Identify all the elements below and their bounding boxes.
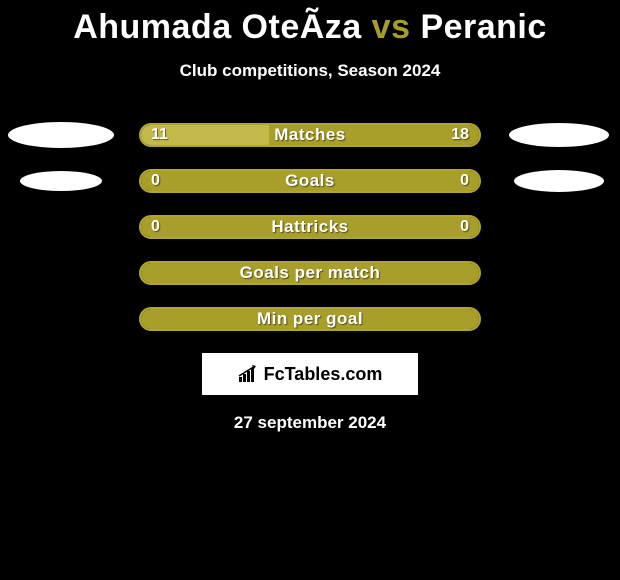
stat-bar: Hattricks 0 0 bbox=[139, 215, 481, 239]
bar-label: Hattricks bbox=[271, 217, 348, 237]
bar-label: Matches bbox=[274, 125, 346, 145]
left-side bbox=[1, 171, 121, 191]
bar-label: Goals per match bbox=[240, 263, 381, 283]
title-right: Peranic bbox=[420, 8, 546, 46]
bar-chart-icon bbox=[238, 365, 260, 383]
stat-bar: Goals 0 0 bbox=[139, 169, 481, 193]
bar-fill-right bbox=[310, 171, 479, 191]
bar-value-right: 0 bbox=[460, 218, 469, 236]
left-side bbox=[1, 122, 121, 148]
stat-row: Hattricks 0 0 bbox=[0, 215, 620, 239]
player-marker-right bbox=[514, 170, 604, 192]
bar-value-left: 11 bbox=[151, 126, 168, 144]
bar-value-left: 0 bbox=[151, 172, 160, 190]
subtitle: Club competitions, Season 2024 bbox=[180, 61, 441, 81]
stat-row: Matches 11 18 bbox=[0, 123, 620, 147]
bar-value-left: 0 bbox=[151, 218, 160, 236]
title-vs: vs bbox=[372, 8, 411, 46]
logo-text: FcTables.com bbox=[264, 364, 383, 385]
right-side bbox=[499, 170, 619, 192]
stat-bar: Min per goal bbox=[139, 307, 481, 331]
player-marker-left bbox=[8, 122, 114, 148]
stat-row: Goals 0 0 bbox=[0, 169, 620, 193]
bar-value-right: 0 bbox=[460, 172, 469, 190]
stat-bar: Goals per match bbox=[139, 261, 481, 285]
page-title: Ahumada OteÃ­za vs Peranic bbox=[73, 8, 547, 47]
stat-row: Goals per match bbox=[0, 261, 620, 285]
stat-rows: Matches 11 18 Goals 0 0 Hattricks 0 0 Goals per m… bbox=[0, 123, 620, 331]
bar-value-right: 18 bbox=[451, 126, 469, 144]
bar-label: Goals bbox=[285, 171, 335, 191]
comparison-infographic: Ahumada OteÃ­za vs Peranic Club competit… bbox=[0, 0, 620, 433]
footer-date: 27 september 2024 bbox=[234, 413, 386, 433]
logo-box: FcTables.com bbox=[202, 353, 418, 395]
player-marker-left bbox=[20, 171, 102, 191]
bar-label: Min per goal bbox=[257, 309, 363, 329]
player-marker-right bbox=[509, 123, 609, 147]
stat-bar: Matches 11 18 bbox=[139, 123, 481, 147]
title-left: Ahumada OteÃ­za bbox=[73, 8, 362, 46]
stat-row: Min per goal bbox=[0, 307, 620, 331]
right-side bbox=[499, 123, 619, 147]
